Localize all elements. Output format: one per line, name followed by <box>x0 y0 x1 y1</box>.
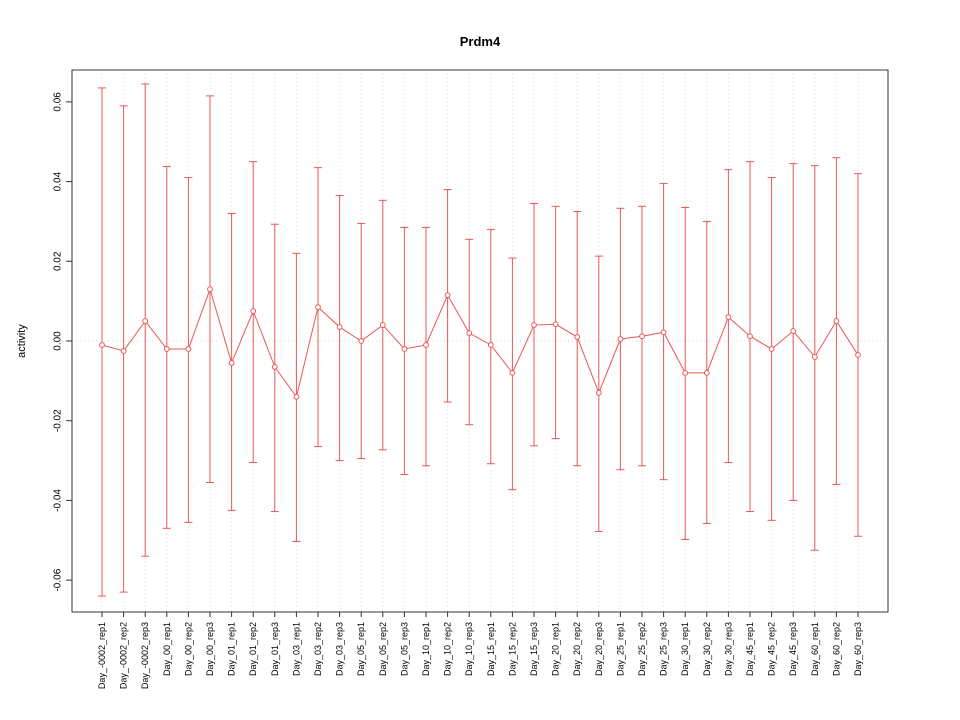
x-tick-label: Day_-0002_rep3 <box>140 622 150 689</box>
data-point <box>250 308 257 315</box>
data-point <box>207 286 213 293</box>
x-tick-label: Day_10_rep3 <box>464 622 474 676</box>
x-tick-label: Day_01_rep3 <box>270 622 280 676</box>
x-tick-label: Day_01_rep2 <box>248 622 258 676</box>
x-tick-label: Day_-0002_rep2 <box>119 622 129 689</box>
data-point <box>336 324 343 330</box>
data-point <box>768 346 775 352</box>
x-tick-label: Day_25_rep3 <box>659 622 669 676</box>
data-point <box>725 314 732 320</box>
x-tick-label: Day_60_rep3 <box>853 622 863 676</box>
x-tick-label: Day_60_rep2 <box>831 622 841 676</box>
data-point <box>833 318 840 324</box>
data-point <box>401 346 408 352</box>
x-tick-label: Day_01_rep1 <box>227 622 237 676</box>
data-point <box>595 389 602 396</box>
y-tick-label: 0.04 <box>53 171 64 191</box>
data-point <box>531 322 537 328</box>
y-tick-label: 0.02 <box>53 251 64 271</box>
x-tick-label: Day_00_rep2 <box>183 622 193 676</box>
data-point <box>682 369 689 376</box>
x-tick-label: Day_05_rep3 <box>399 622 409 676</box>
x-tick-label: Day_45_rep3 <box>788 622 798 676</box>
x-tick-label: Day_15_rep1 <box>486 622 496 676</box>
data-point <box>271 364 278 370</box>
data-point <box>639 333 645 340</box>
x-tick-label: Day_25_rep2 <box>637 622 647 676</box>
x-tick-label: Day_30_rep2 <box>702 622 712 676</box>
data-point <box>811 354 818 360</box>
x-tick-label: Day_00_rep1 <box>162 622 172 676</box>
x-tick-label: Day_-0002_rep1 <box>97 622 107 689</box>
y-tick-label: 0.00 <box>53 331 64 351</box>
x-tick-label: Day_10_rep1 <box>421 622 431 676</box>
data-point <box>509 369 516 376</box>
data-point <box>444 292 451 299</box>
x-tick-label: Day_03_rep1 <box>291 622 301 676</box>
data-point <box>185 346 192 352</box>
data-point <box>379 322 386 328</box>
data-point <box>617 336 624 342</box>
data-point <box>315 304 321 311</box>
data-point <box>293 393 300 400</box>
data-point <box>747 333 753 340</box>
data-point <box>855 352 861 358</box>
x-tick-label: Day_45_rep1 <box>745 622 755 676</box>
y-tick-label: -0.06 <box>53 568 64 591</box>
data-point <box>552 321 559 328</box>
series-line <box>101 287 859 398</box>
x-tick-label: Day_00_rep3 <box>205 622 215 676</box>
y-tick-label: -0.02 <box>53 409 64 432</box>
x-tick-label: Day_20_rep3 <box>594 622 604 676</box>
x-tick-label: Day_45_rep2 <box>767 622 777 676</box>
data-point <box>99 342 105 348</box>
x-tick-label: Day_03_rep3 <box>335 622 345 676</box>
y-tick-label: 0.06 <box>53 92 64 112</box>
x-tick-label: Day_05_rep1 <box>356 622 366 676</box>
x-tick-label: Day_15_rep2 <box>507 622 517 676</box>
data-point <box>142 318 149 324</box>
x-tick-label: Day_25_rep1 <box>615 622 625 676</box>
data-point <box>423 342 429 348</box>
data-point <box>163 346 170 352</box>
data-point <box>487 342 494 348</box>
x-tick-label: Day_10_rep2 <box>443 622 453 676</box>
x-tick-label: Day_30_rep3 <box>723 622 733 676</box>
data-point <box>790 328 797 334</box>
x-tick-label: Day_60_rep1 <box>810 622 820 676</box>
x-tick-label: Day_03_rep2 <box>313 622 323 676</box>
y-tick-label: -0.04 <box>53 489 64 512</box>
x-tick-label: Day_30_rep1 <box>680 622 690 676</box>
x-tick-label: Day_05_rep2 <box>378 622 388 676</box>
x-tick-label: Day_20_rep1 <box>551 622 561 676</box>
x-tick-label: Day_20_rep2 <box>572 622 582 676</box>
data-point <box>703 369 710 376</box>
chart-title: Prdm4 <box>459 34 501 49</box>
data-point <box>660 329 667 336</box>
x-tick-label: Day_15_rep3 <box>529 622 539 676</box>
data-point <box>120 348 127 354</box>
data-point <box>228 360 235 366</box>
data-point <box>466 330 473 336</box>
data-point <box>358 338 365 344</box>
data-point <box>574 334 581 340</box>
